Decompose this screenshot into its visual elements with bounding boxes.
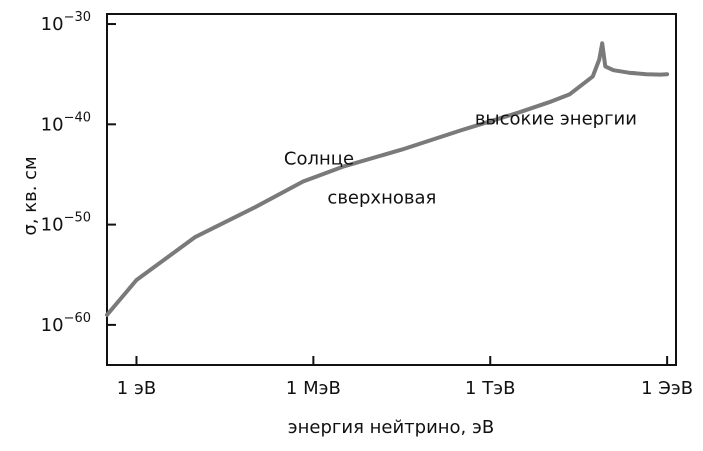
plot-frame	[106, 13, 677, 366]
y-tick-label: 10−50	[41, 211, 91, 236]
plot-area	[106, 13, 677, 366]
cross-section-series-line	[105, 41, 670, 317]
annotation-label: высокие энергии	[475, 108, 637, 129]
annotation-label: сверхновая	[327, 187, 436, 208]
x-tick-label: 1 ТэВ	[465, 378, 515, 399]
x-tick-label: 1 эВ	[117, 378, 156, 399]
annotations: Солнце сверхновая высокие энергии	[284, 108, 637, 208]
x-tick-label: 1 МэВ	[286, 378, 341, 399]
y-axis-title: σ, кв. см	[20, 156, 41, 235]
x-tick-label: 1 ЭэВ	[641, 378, 693, 399]
series-layer	[105, 41, 670, 317]
x-axis: 1 эВ 1 МэВ 1 ТэВ 1 ЭэВ	[117, 356, 693, 399]
y-axis: 10−60 10−50 10−40 10−30	[41, 10, 116, 336]
y-tick-label: 10−40	[41, 110, 91, 135]
annotation-label: Солнце	[284, 148, 354, 169]
y-tick-label: 10−30	[41, 10, 91, 35]
y-tick-label: 10−60	[41, 311, 91, 336]
x-axis-title: энергия нейтрино, эВ	[288, 417, 494, 438]
